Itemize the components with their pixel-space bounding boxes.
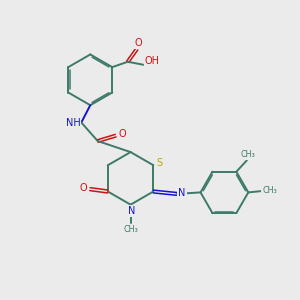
Text: CH₃: CH₃: [123, 225, 138, 234]
Text: OH: OH: [145, 56, 160, 66]
Text: O: O: [80, 183, 87, 193]
Text: NH: NH: [66, 118, 80, 128]
Text: CH₃: CH₃: [240, 150, 255, 159]
Text: CH₃: CH₃: [262, 186, 277, 195]
Text: N: N: [128, 206, 135, 216]
Text: O: O: [134, 38, 142, 48]
Text: S: S: [156, 158, 162, 168]
Text: N: N: [178, 188, 186, 198]
Text: O: O: [118, 129, 126, 139]
